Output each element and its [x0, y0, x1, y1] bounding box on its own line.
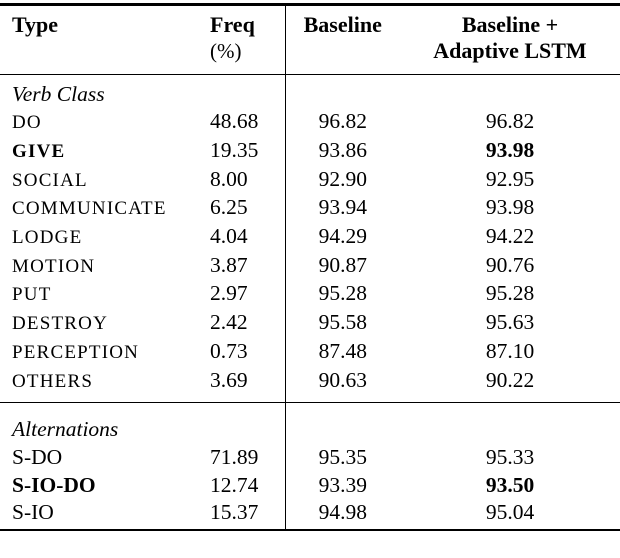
freq-cell: 48.68: [210, 109, 259, 134]
table-row: DESTROY 2.42 95.58 95.63: [0, 309, 620, 338]
adaptive-cell: 93.98: [485, 137, 535, 162]
table-row: COMMUNICATE 6.25 93.94 93.98: [0, 194, 620, 224]
type-cell: PERCEPTION: [12, 341, 140, 363]
baseline-cell: 87.48: [284, 337, 400, 367]
baseline-cell: 95.35: [284, 443, 400, 472]
table-row: GIVE 19.35 93.86 93.98: [0, 136, 620, 166]
section-title-spacer: [284, 402, 620, 444]
adaptive-cell: 90.76: [485, 252, 535, 277]
type-cell: DO: [12, 112, 42, 134]
table-row: DO 48.68 96.82 96.82: [0, 108, 620, 137]
freq-cell: 2.42: [210, 310, 248, 335]
type-cell: S-IO-DO: [12, 472, 96, 497]
baseline-cell: 95.28: [284, 280, 400, 310]
table-row: S-DO 71.89 95.35 95.33: [0, 443, 620, 472]
section-title: Alternations: [12, 417, 119, 442]
type-cell: OTHERS: [12, 370, 94, 392]
adaptive-cell: 93.98: [485, 195, 535, 220]
type-cell: S-DO: [12, 444, 63, 469]
freq-cell: 4.04: [210, 224, 248, 249]
adaptive-cell: 92.95: [485, 166, 535, 191]
table-row: OTHERS 3.69 90.63 90.22: [0, 366, 620, 403]
type-cell: COMMUNICATE: [12, 198, 167, 220]
baseline-cell: 93.39: [284, 471, 400, 500]
header-row: Type Freq (%) Baseline Baseline + Adapti…: [0, 4, 620, 74]
header-freq: Freq (%): [195, 4, 285, 74]
baseline-cell: 95.58: [284, 309, 400, 338]
table-row: LODGE 4.04 94.29 94.22: [0, 223, 620, 252]
baseline-cell: 94.98: [284, 499, 400, 531]
table-row: PUT 2.97 95.28 95.28: [0, 280, 620, 310]
header-baseline: Baseline: [284, 4, 400, 74]
type-cell: DESTROY: [12, 313, 109, 335]
freq-cell: 3.87: [210, 252, 248, 277]
header-type-label: Type: [12, 11, 59, 37]
baseline-cell: 96.82: [284, 108, 400, 137]
type-cell: PUT: [12, 284, 52, 306]
header-type: Type: [0, 4, 195, 74]
header-freq-label: Freq: [210, 11, 255, 37]
adaptive-cell: 93.50: [485, 472, 535, 497]
freq-cell: 6.25: [210, 195, 248, 220]
section-title: Verb Class: [12, 81, 105, 106]
alternations-section: Alternations S-DO 71.89 95.35 95.33 S-IO…: [0, 402, 620, 531]
header-adaptive: Baseline + Adaptive LSTM: [400, 4, 620, 74]
section-title-row: Verb Class: [0, 74, 620, 109]
freq-cell: 15.37: [210, 500, 259, 525]
table-row: S-IO 15.37 94.98 95.04: [0, 499, 620, 531]
header-baseline-label: Baseline: [303, 11, 382, 37]
verb-class-section: Verb Class DO 48.68 96.82 96.82 GIVE 19.…: [0, 74, 620, 403]
table-row: PERCEPTION 0.73 87.48 87.10: [0, 337, 620, 367]
table-header: Type Freq (%) Baseline Baseline + Adapti…: [0, 4, 620, 74]
baseline-cell: 93.94: [284, 194, 400, 224]
freq-cell: 19.35: [210, 137, 259, 162]
freq-cell: 0.73: [210, 338, 248, 363]
adaptive-cell: 95.28: [485, 281, 535, 306]
header-adaptive-line2: Adaptive LSTM: [433, 37, 587, 63]
results-table: Type Freq (%) Baseline Baseline + Adapti…: [0, 2, 620, 532]
baseline-cell: 90.87: [284, 251, 400, 281]
freq-cell: 8.00: [210, 166, 248, 191]
adaptive-cell: 95.04: [485, 500, 535, 525]
freq-cell: 12.74: [210, 472, 259, 497]
adaptive-cell: 96.82: [485, 109, 535, 134]
table-row: S-IO-DO 12.74 93.39 93.50: [0, 471, 620, 500]
section-title-row: Alternations: [0, 402, 620, 444]
baseline-cell: 92.90: [284, 165, 400, 195]
type-cell: SOCIAL: [12, 169, 88, 191]
adaptive-cell: 87.10: [485, 338, 535, 363]
table-row: MOTION 3.87 90.87 90.76: [0, 251, 620, 281]
table-row: SOCIAL 8.00 92.90 92.95: [0, 165, 620, 195]
header-adaptive-line1: Baseline +: [461, 11, 559, 37]
freq-cell: 2.97: [210, 281, 248, 306]
adaptive-cell: 95.33: [485, 444, 535, 469]
header-freq-unit: (%): [210, 38, 242, 63]
baseline-cell: 90.63: [284, 366, 400, 403]
type-cell: MOTION: [12, 255, 96, 277]
baseline-cell: 94.29: [284, 223, 400, 252]
type-cell: LODGE: [12, 227, 83, 249]
adaptive-cell: 90.22: [485, 367, 535, 392]
adaptive-cell: 94.22: [485, 224, 535, 249]
baseline-cell: 93.86: [284, 136, 400, 166]
adaptive-cell: 95.63: [485, 310, 535, 335]
section-title-spacer: [284, 74, 620, 109]
freq-cell: 71.89: [210, 444, 259, 469]
type-cell: GIVE: [12, 140, 66, 162]
freq-cell: 3.69: [210, 367, 248, 392]
type-cell: S-IO: [12, 500, 54, 525]
